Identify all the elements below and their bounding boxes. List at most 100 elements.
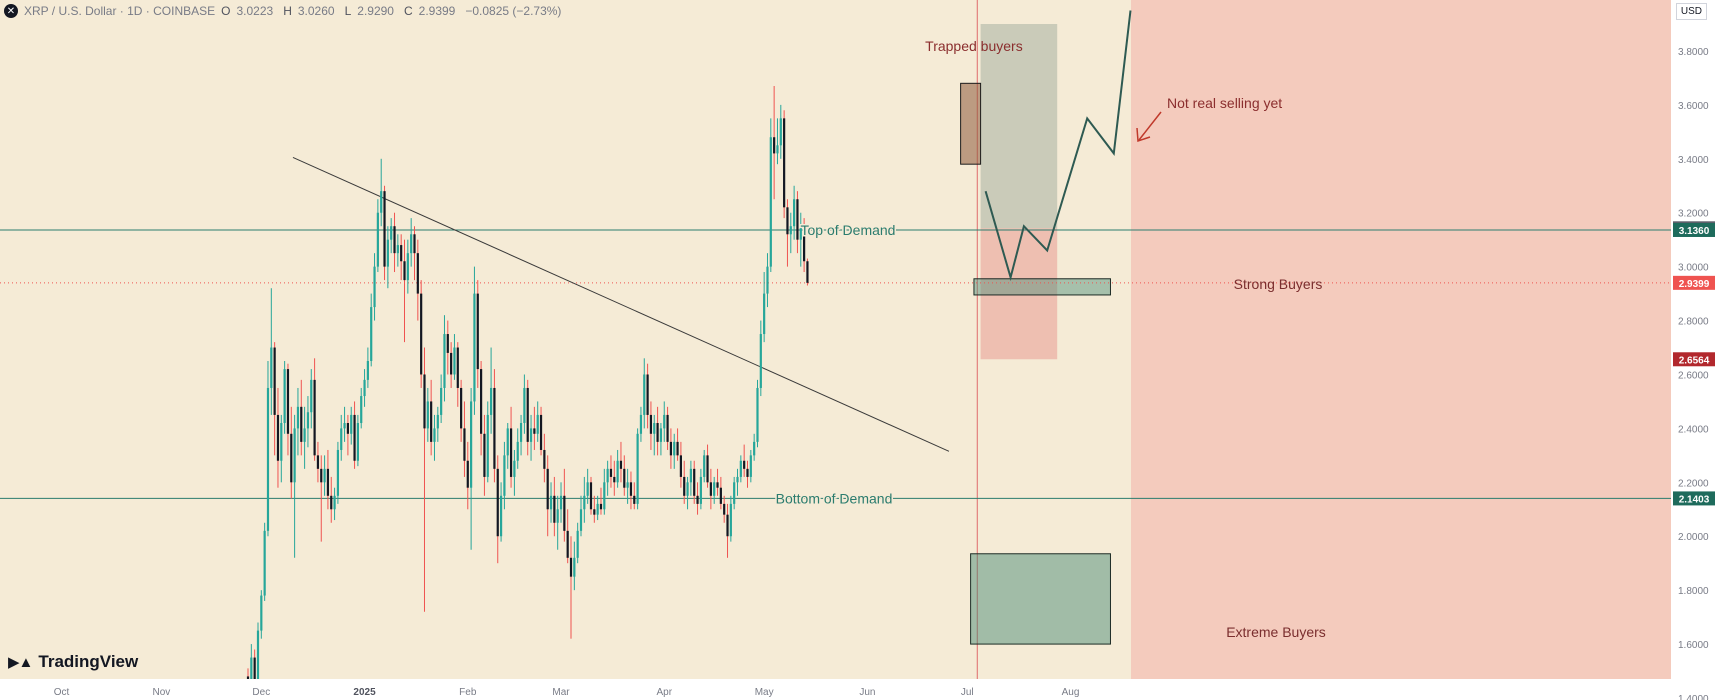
candle[interactable] <box>709 468 712 510</box>
candle[interactable] <box>683 460 686 504</box>
candle[interactable] <box>569 536 573 639</box>
candle[interactable] <box>759 320 762 397</box>
candle[interactable] <box>363 369 366 407</box>
candle[interactable] <box>506 423 509 469</box>
candle[interactable] <box>739 455 742 483</box>
candle[interactable] <box>519 414 523 456</box>
candle[interactable] <box>529 414 533 461</box>
candle[interactable] <box>386 226 389 289</box>
candle[interactable] <box>423 347 426 612</box>
candle[interactable] <box>783 110 786 219</box>
candle[interactable] <box>763 272 766 343</box>
candle[interactable] <box>336 441 340 504</box>
time-axis[interactable] <box>0 679 1715 700</box>
candle[interactable] <box>769 118 772 273</box>
candle[interactable] <box>573 541 576 591</box>
candle[interactable] <box>523 374 526 434</box>
candle[interactable] <box>563 468 566 542</box>
candle[interactable] <box>549 482 553 523</box>
candle[interactable] <box>646 363 649 429</box>
candle[interactable] <box>430 379 433 456</box>
candle[interactable] <box>773 86 776 200</box>
candle[interactable] <box>513 449 516 496</box>
candle[interactable] <box>393 212 396 273</box>
candle[interactable] <box>699 468 702 510</box>
candle[interactable] <box>663 401 666 442</box>
candle[interactable] <box>749 449 752 483</box>
target-zone[interactable] <box>980 24 1058 229</box>
candle[interactable] <box>456 342 459 407</box>
candle[interactable] <box>693 460 696 504</box>
candle[interactable] <box>546 455 549 537</box>
candle[interactable] <box>460 379 463 442</box>
candle[interactable] <box>673 433 676 469</box>
candle[interactable] <box>703 449 706 483</box>
candle[interactable] <box>539 406 543 456</box>
candle[interactable] <box>743 444 746 477</box>
candle[interactable] <box>350 406 353 445</box>
candle[interactable] <box>476 280 479 388</box>
candle[interactable] <box>606 460 609 496</box>
candle[interactable] <box>296 387 300 456</box>
candle[interactable] <box>413 226 416 281</box>
candle[interactable] <box>649 401 653 450</box>
candle[interactable] <box>789 212 792 254</box>
candle[interactable] <box>330 476 333 523</box>
candle[interactable] <box>583 476 586 523</box>
candle[interactable] <box>626 468 629 504</box>
candle[interactable] <box>316 441 320 483</box>
candle[interactable] <box>713 476 716 504</box>
candle[interactable] <box>473 266 476 415</box>
candle[interactable] <box>566 509 569 564</box>
candle[interactable] <box>450 342 453 388</box>
candle[interactable] <box>576 522 579 564</box>
candle[interactable] <box>616 449 619 488</box>
candle[interactable] <box>313 358 316 461</box>
candle[interactable] <box>579 495 583 537</box>
candle[interactable] <box>503 441 506 510</box>
candle[interactable] <box>599 487 603 515</box>
candle[interactable] <box>356 414 359 467</box>
candle[interactable] <box>496 455 499 564</box>
candle[interactable] <box>266 361 270 537</box>
candle[interactable] <box>390 218 393 254</box>
candle[interactable] <box>793 185 796 240</box>
candle[interactable] <box>466 441 469 510</box>
candle[interactable] <box>453 334 456 380</box>
candle[interactable] <box>366 347 369 388</box>
candle[interactable] <box>633 482 636 510</box>
extreme-buyers-zone[interactable] <box>970 553 1111 645</box>
candle[interactable] <box>656 406 659 456</box>
candle[interactable] <box>706 444 709 488</box>
candle[interactable] <box>653 414 656 456</box>
candle[interactable] <box>360 387 363 429</box>
candle[interactable] <box>796 191 799 254</box>
candle[interactable] <box>603 468 606 515</box>
candle[interactable] <box>293 414 296 558</box>
candle[interactable] <box>486 401 489 483</box>
candle[interactable] <box>679 441 682 488</box>
candle[interactable] <box>733 476 736 510</box>
candle[interactable] <box>689 460 692 496</box>
candle[interactable] <box>440 374 443 424</box>
candle[interactable] <box>613 460 616 496</box>
projection-path[interactable] <box>984 10 1132 282</box>
candle[interactable] <box>270 288 273 415</box>
candle[interactable] <box>736 468 739 496</box>
candle[interactable] <box>463 401 466 477</box>
candle[interactable] <box>716 468 719 496</box>
candle[interactable] <box>533 406 536 450</box>
candle[interactable] <box>483 414 486 496</box>
candle[interactable] <box>669 428 673 469</box>
candle[interactable] <box>489 347 493 434</box>
candle[interactable] <box>596 495 599 521</box>
candle[interactable] <box>410 218 413 267</box>
candle[interactable] <box>623 455 626 496</box>
candle[interactable] <box>286 363 290 456</box>
candle[interactable] <box>420 280 423 388</box>
candle[interactable] <box>806 258 809 286</box>
candle[interactable] <box>786 199 789 267</box>
trendline[interactable] <box>292 156 950 452</box>
candle[interactable] <box>516 428 519 469</box>
